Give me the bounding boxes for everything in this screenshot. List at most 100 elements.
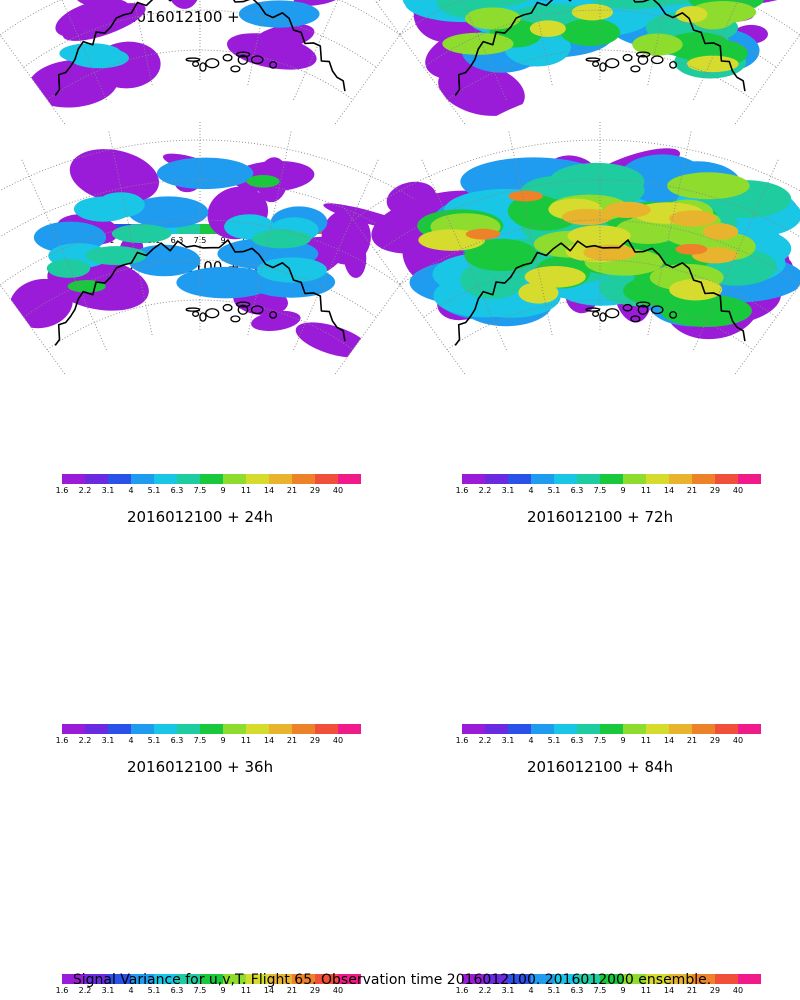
variance-region [128,244,201,277]
colorbar-swatch [715,724,738,734]
colorbar-swatch [531,724,554,734]
colorbar-swatch [269,974,292,984]
variance-region [660,294,752,327]
colorbar-swatch [292,974,315,984]
colorbar-label: 40 [733,986,743,995]
coastline [54,239,346,346]
variance-region [669,278,723,301]
variance-region [560,18,621,47]
colorbar-swatch [554,724,577,734]
colorbar-swatch [131,474,154,484]
colorbar-swatch [62,724,85,734]
colorbar: 1.6 2.2 3.1 4 5.1 6.3 7.5 9 11 14 21 29 40 [456,974,761,995]
variance-region [252,24,315,51]
colorbar-label: 21 [287,486,297,495]
colorbar-label: 9 [620,986,625,995]
colorbar-label: 11 [641,986,651,995]
colorbar: 1.6 2.2 3.1 4 5.1 6.3 7.5 9 11 14 21 29 40 [56,724,361,745]
colorbar-label: 5.1 [148,736,161,745]
colorbar-label: 14 [264,986,274,995]
colorbar-label: 40 [733,736,743,745]
graticule [374,0,800,125]
colorbar-label: 2.2 [79,486,92,495]
colorbar-swatch [715,974,738,984]
colorbar-label: 11 [641,736,651,745]
coastline [54,0,346,96]
forecast-panel-4: 2016012100 + 24h 1.6 2.2 3.1 4 5.1 6.3 7.5 9 11 14… [0,0,426,745]
colorbar-label: 4 [528,486,533,495]
colorbar-label: 1.6 [456,736,469,745]
colorbar-label: 6.3 [171,736,184,745]
variance-region [465,228,501,240]
colorbar-label: 2.2 [479,736,492,745]
colorbar-swatch [269,474,292,484]
colorbar: 1.6 2.2 3.1 4 5.1 6.3 7.5 9 11 14 21 29 40 [456,474,761,495]
coastline [454,0,746,96]
colorbar-swatch [246,474,269,484]
coastline [454,239,746,346]
panel-title: 2016012100 + 72h [527,508,673,526]
colorbar-swatch [108,974,131,984]
colorbar-label: 6.3 [171,986,184,995]
colorbar-label: 9 [620,486,625,495]
colorbar-swatch [246,724,269,734]
colorbar-label: 1.6 [456,986,469,995]
colorbar-swatch [223,474,246,484]
variance-region [571,3,614,21]
colorbar-swatch [508,724,531,734]
colorbar-label: 7.5 [594,736,607,745]
colorbar-swatch [338,724,361,734]
colorbar-label: 1.6 [56,986,69,995]
colorbar-swatch [85,724,108,734]
map-area [0,120,459,375]
colorbar-swatch [200,474,223,484]
colorbar-label: 1.6 [56,486,69,495]
colorbar-label: 29 [310,486,320,495]
colorbar-swatch [131,974,154,984]
colorbar-swatch [485,474,508,484]
variance-region [529,20,566,37]
map-area [0,0,426,125]
variance-region [464,238,538,272]
colorbar-swatch [577,974,600,984]
graticule [0,0,426,125]
colorbar-swatch [315,724,338,734]
colorbar-label: 1.6 [456,486,469,495]
variance-region [246,175,280,188]
colorbar-swatch [108,474,131,484]
colorbar-label: 6.3 [571,486,584,495]
variance-region [465,7,521,30]
variance-region [46,258,91,278]
colorbar-swatch [646,474,669,484]
colorbar-label: 6.3 [171,236,184,245]
colorbar-swatch [154,974,177,984]
colorbar-swatch [177,224,200,234]
colorbar-swatch [669,724,692,734]
colorbar-label: 1.6 [56,736,69,745]
colorbar-label: 5.1 [548,486,561,495]
colorbar-swatch [669,974,692,984]
colorbar-label: 2.2 [79,986,92,995]
colorbar-label: 5.1 [548,736,561,745]
colorbar-label: 40 [333,486,343,495]
forecast-panel-5: 2016012100 + 72h 1.6 2.2 3.1 4 5.1 6.3 7.5 9 11 14… [374,0,800,745]
colorbar-swatch [177,974,200,984]
variance-region [604,201,651,218]
colorbar-swatch [692,474,715,484]
colorbar-label: 2.2 [479,986,492,995]
variance-region [69,149,160,204]
colorbar-swatch [338,474,361,484]
variance-region [508,190,543,202]
colorbar-label: 14 [664,736,674,745]
colorbar-swatch [62,974,85,984]
colorbar-swatch [108,724,131,734]
colorbar-swatch [577,474,600,484]
colorbar-swatch [177,724,200,734]
colorbar-label: 14 [664,486,674,495]
colorbar-label: 29 [710,486,720,495]
colorbar-label: 7.5 [594,486,607,495]
colorbar: 1.6 2.2 3.1 4 5.1 6.3 7.5 9 11 14 21 29 40 [56,974,361,995]
variance-field [28,0,342,108]
colorbar-swatch [246,974,269,984]
